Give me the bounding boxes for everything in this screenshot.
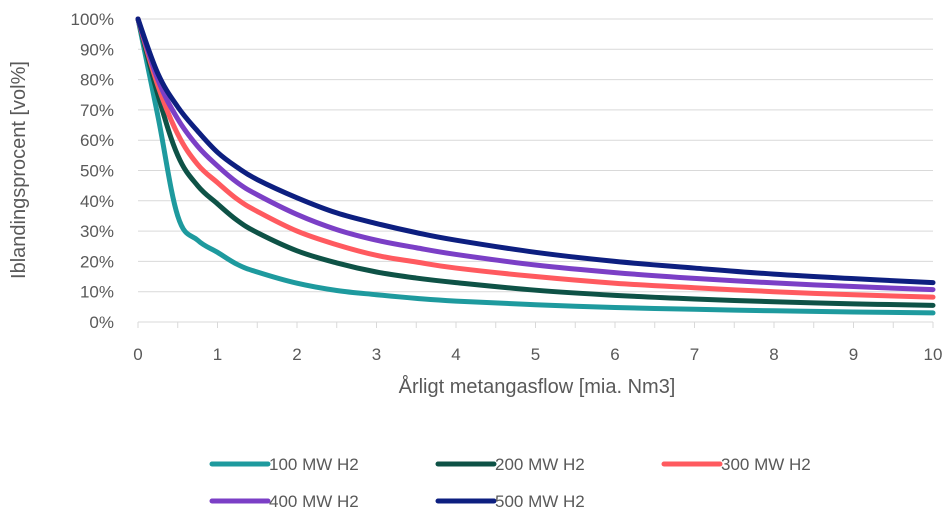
y-tick-label: 40%	[80, 192, 114, 211]
legend-label: 200 MW H2	[495, 455, 585, 474]
series-line-2	[138, 19, 933, 305]
x-tick-label: 0	[133, 345, 142, 364]
legend-item: 300 MW H2	[664, 455, 811, 474]
y-tick-label: 100%	[71, 10, 114, 29]
x-axis-title: Årligt metangasflow [mia. Nm3]	[399, 375, 676, 398]
y-tick-label: 10%	[80, 283, 114, 302]
legend-item: 500 MW H2	[438, 492, 585, 511]
legend-item: 400 MW H2	[212, 492, 359, 511]
x-axis	[138, 322, 933, 328]
x-tick-label: 4	[451, 345, 460, 364]
y-tick-label: 30%	[80, 222, 114, 241]
legend-item: 200 MW H2	[438, 455, 585, 474]
y-tick-label: 50%	[80, 162, 114, 181]
legend-label: 500 MW H2	[495, 492, 585, 511]
series-line-4	[138, 19, 933, 290]
x-tick-label: 2	[292, 345, 301, 364]
y-tick-label: 0%	[89, 313, 114, 332]
x-tick-label: 1	[213, 345, 222, 364]
legend: 100 MW H2 200 MW H2 300 MW H2 400 MW H2 500 …	[212, 455, 811, 511]
y-tick-label: 60%	[80, 131, 114, 150]
y-tick-label: 20%	[80, 252, 114, 271]
legend-label: 100 MW H2	[269, 455, 359, 474]
y-tick-label: 90%	[80, 40, 114, 59]
x-tick-label: 10	[924, 345, 943, 364]
x-tick-label: 9	[849, 345, 858, 364]
x-tick-label: 7	[690, 345, 699, 364]
series-line-3	[138, 19, 933, 297]
series-lines	[138, 19, 933, 313]
x-tick-label: 3	[372, 345, 381, 364]
series-line-5	[138, 19, 933, 283]
y-tick-label: 80%	[80, 71, 114, 90]
series-line-1	[138, 19, 933, 313]
x-tick-label: 5	[531, 345, 540, 364]
legend-label: 300 MW H2	[721, 455, 811, 474]
y-axis-title: Iblandingsprocent [vol%]	[8, 61, 30, 279]
x-tick-label: 8	[769, 345, 778, 364]
legend-item: 100 MW H2	[212, 455, 359, 474]
x-tick-label: 6	[610, 345, 619, 364]
x-tick-labels: 0 1 2 3 4 5 6 7 8 9 10	[133, 345, 942, 364]
y-tick-labels: 0% 10% 20% 30% 40% 50% 60% 70% 80% 90% 100%	[71, 10, 114, 332]
y-tick-label: 70%	[80, 101, 114, 120]
legend-label: 400 MW H2	[269, 492, 359, 511]
